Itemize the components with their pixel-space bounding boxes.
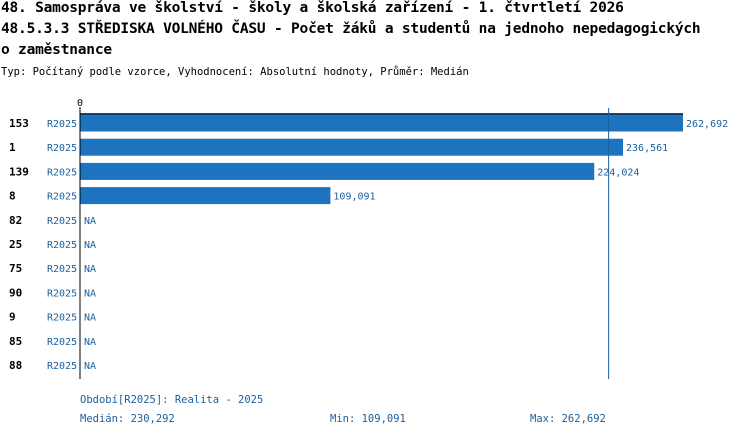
row-id-label: 75 (9, 262, 22, 275)
bar-value-label: 262,692 (686, 119, 728, 130)
chart-title: 48.5.3.3 STŘEDISKA VOLNÉHO ČASU - Počet … (1, 21, 701, 37)
bar-value-label: 109,091 (333, 192, 375, 203)
bar (80, 114, 683, 132)
row-id-label: 25 (9, 238, 22, 251)
bar (80, 187, 331, 205)
bar-value-label: 236,561 (626, 143, 668, 154)
row-id-label: 153 (9, 117, 29, 130)
row-id-label: 82 (9, 214, 22, 227)
row-period-label: R2025 (47, 240, 77, 251)
row-id-label: 139 (9, 165, 29, 178)
bar-value-label: 224,024 (597, 167, 639, 178)
bar-value-label: NA (84, 264, 96, 275)
bar-value-label: NA (84, 361, 96, 372)
bar-value-label: NA (84, 240, 96, 251)
row-id-label: 90 (9, 286, 22, 299)
max-value: Max: 262,692 (530, 413, 606, 425)
row-period-label: R2025 (47, 337, 77, 348)
page-title: 48. Samospráva ve školství - školy a ško… (1, 0, 624, 16)
row-period-label: R2025 (47, 313, 77, 324)
min-value: Min: 109,091 (330, 413, 406, 425)
row-period-label: R2025 (47, 264, 77, 275)
median-value: Medián: 230,292 (80, 413, 175, 425)
bar (80, 138, 624, 156)
row-id-label: 8 (9, 190, 16, 203)
row-period-label: R2025 (47, 361, 77, 372)
row-id-label: 85 (9, 335, 22, 348)
bar-value-label: NA (84, 288, 96, 299)
x-axis-tick-label: 0 (77, 98, 83, 109)
bar-value-label: NA (84, 337, 96, 348)
row-period-label: R2025 (47, 143, 77, 154)
bar-value-label: NA (84, 216, 96, 227)
row-period-label: R2025 (47, 288, 77, 299)
bar (80, 162, 595, 180)
row-period-label: R2025 (47, 167, 77, 178)
bar-value-label: NA (84, 313, 96, 324)
row-id-label: 9 (9, 311, 16, 324)
row-id-label: 88 (9, 359, 22, 372)
period-legend: Období[R2025]: Realita - 2025 (80, 394, 264, 406)
chart-title-continued: o zaměstnance (1, 42, 112, 58)
chart-subtitle: Typ: Počítaný podle vzorce, Vyhodnocení:… (1, 66, 469, 78)
row-period-label: R2025 (47, 119, 77, 130)
row-id-label: 1 (9, 141, 16, 154)
row-period-label: R2025 (47, 192, 77, 203)
row-period-label: R2025 (47, 216, 77, 227)
